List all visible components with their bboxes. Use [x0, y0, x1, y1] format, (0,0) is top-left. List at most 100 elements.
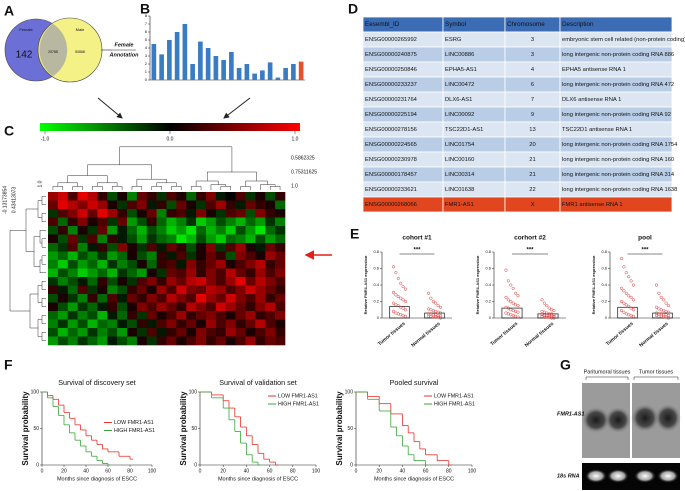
heatmap-cell [166, 294, 177, 303]
table-header: Symbol [445, 21, 466, 28]
heatmap-cell [107, 336, 118, 346]
column-dendrogram [111, 186, 123, 190]
heatmap-cell [166, 209, 177, 218]
table-text: X [531, 202, 535, 208]
heatmap-cell [127, 319, 138, 329]
rrna-band [657, 469, 679, 483]
table-text: LINC00886 [445, 52, 474, 58]
heatmap-cell [235, 285, 246, 295]
heatmap-cell [107, 243, 118, 252]
bar [174, 32, 180, 80]
plot-title: Survival of discovery set [58, 378, 136, 387]
heatmap-cell [57, 226, 69, 235]
heatmap-cell [176, 277, 187, 286]
data-point [629, 306, 633, 310]
heatmap-cell [117, 251, 128, 261]
data-point [662, 298, 666, 302]
heatmap-cell [48, 226, 59, 235]
bar [260, 70, 265, 80]
heatmap-cell [136, 234, 148, 244]
data-point [657, 291, 661, 295]
heatmap-cell [57, 336, 69, 346]
heatmap-cell [146, 251, 157, 261]
data-point [434, 301, 438, 305]
heatmap-cell [107, 328, 118, 337]
heatmap-cell [87, 234, 98, 244]
heatmap-cell [156, 243, 167, 252]
data-point [552, 316, 556, 320]
y-tick-label: 0 [489, 315, 492, 320]
data-point [631, 298, 636, 302]
heatmap-cell [255, 260, 266, 269]
heatmap-cell [87, 251, 98, 261]
y-axis-label: Survival probability [335, 391, 344, 466]
heatmap-cell [136, 243, 148, 252]
column-dendrogram [151, 186, 162, 190]
heatmap-cell [215, 328, 227, 337]
x-tick-label: 40 [400, 468, 406, 474]
table-text: ENSG00000230978 [365, 157, 417, 163]
rrna-band [585, 469, 607, 483]
table-text: DLX6 antisense RNA 1 [562, 97, 621, 103]
heatmap-cell [176, 328, 187, 337]
heatmap-cell [235, 192, 246, 201]
heatmap-cell [166, 192, 177, 201]
heatmap-cell [57, 217, 69, 227]
heatmap-cell [127, 226, 138, 235]
blot-row-label: FMR1-AS1 [557, 411, 585, 417]
heatmap-cell [275, 268, 286, 278]
heatmap-cell [166, 243, 177, 252]
heatmap-cell [87, 226, 98, 235]
heatmap-cell [245, 294, 256, 303]
heatmap-cell [225, 336, 236, 346]
heatmap-cell [117, 336, 128, 346]
heatmap-cell [255, 302, 266, 312]
flow-arrow [223, 97, 251, 119]
heatmap-cell [117, 234, 128, 244]
heatmap-cell [215, 268, 227, 278]
heatmap-cell [67, 251, 78, 261]
heatmap-cell [215, 311, 227, 320]
data-point [659, 295, 663, 299]
row-dendrogram [41, 238, 46, 248]
row-dendrogram [41, 213, 46, 222]
heatmap-cell [127, 251, 138, 261]
table-text: long intergenic non-protein coding RNA 3… [562, 172, 675, 178]
heatmap-cell [206, 294, 217, 303]
heatmap-cell [136, 268, 148, 278]
x-tick-label: 80 [290, 468, 296, 474]
table-text: embryonic stem cell related (non-protein… [562, 37, 685, 43]
bar [190, 64, 195, 80]
heatmap-cell [117, 277, 128, 286]
heatmap-cell [97, 268, 108, 278]
heatmap-cell [215, 260, 227, 269]
y-axis-label: Relative FMR1-AS1 expression [591, 255, 596, 314]
group-bracket [585, 376, 629, 380]
heatmap-cell [48, 260, 59, 269]
heatmap-cell [117, 319, 128, 329]
heatmap-cell [117, 328, 128, 337]
heatmap-cell [196, 336, 207, 346]
heatmap-cell [57, 285, 69, 295]
y-tick-label: 0.2 [373, 299, 379, 304]
table-text: ESRG [445, 37, 462, 43]
table-text: ENSG00000233621 [365, 187, 417, 193]
heatmap-cell [117, 260, 128, 269]
heatmap-cell [245, 209, 256, 218]
heatmap-cell [186, 226, 197, 235]
heatmap-cell [87, 268, 98, 278]
row-dendrogram [41, 281, 46, 290]
data-point [622, 289, 626, 293]
column-dendrogram [131, 186, 143, 190]
data-point [631, 283, 636, 287]
heatmap-cell [117, 226, 128, 235]
heatmap-cell [48, 268, 59, 278]
blot-group-label: Tumor tissues [639, 369, 674, 375]
y-tick-label: 0.6 [485, 266, 491, 271]
row-dendrogram [41, 298, 46, 307]
heatmap-cell [265, 209, 276, 218]
heatmap-cell [136, 311, 148, 320]
data-point [547, 306, 551, 310]
heatmap-cell [275, 209, 286, 218]
heatmap-cell [107, 277, 118, 286]
